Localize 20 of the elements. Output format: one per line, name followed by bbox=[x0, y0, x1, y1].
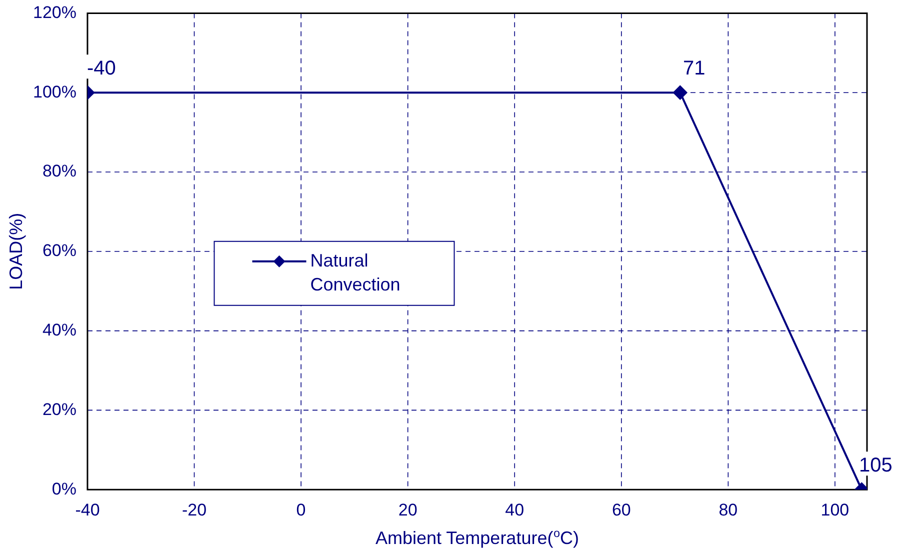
y-tick-label: 60% bbox=[42, 241, 76, 260]
y-tick-label: 20% bbox=[42, 400, 76, 419]
x-tick-label: -40 bbox=[75, 500, 100, 520]
y-tick-label: 40% bbox=[42, 320, 76, 340]
y-tick-label: 0% bbox=[52, 479, 76, 498]
legend-label: Natural Convection bbox=[310, 250, 400, 294]
x-tick-label: 100 bbox=[820, 500, 850, 520]
x-tick-label: 60 bbox=[612, 500, 631, 520]
annotation: -40 bbox=[87, 58, 116, 80]
x-tick-label: 0 bbox=[296, 500, 306, 520]
x-tick-label: 80 bbox=[718, 500, 738, 520]
x-tick-label: -20 bbox=[182, 500, 207, 520]
x-tick-label: 40 bbox=[505, 500, 524, 520]
annotation: 105 bbox=[858, 454, 892, 477]
x-tick-label: 20 bbox=[398, 500, 418, 520]
y-tick-label: 100% bbox=[32, 82, 76, 102]
annotation: 71 bbox=[683, 58, 706, 80]
y-tick-label: 120% bbox=[32, 2, 76, 22]
y-tick-label: 80% bbox=[42, 162, 76, 181]
y-axis-title: LOAD(%) bbox=[6, 212, 26, 290]
